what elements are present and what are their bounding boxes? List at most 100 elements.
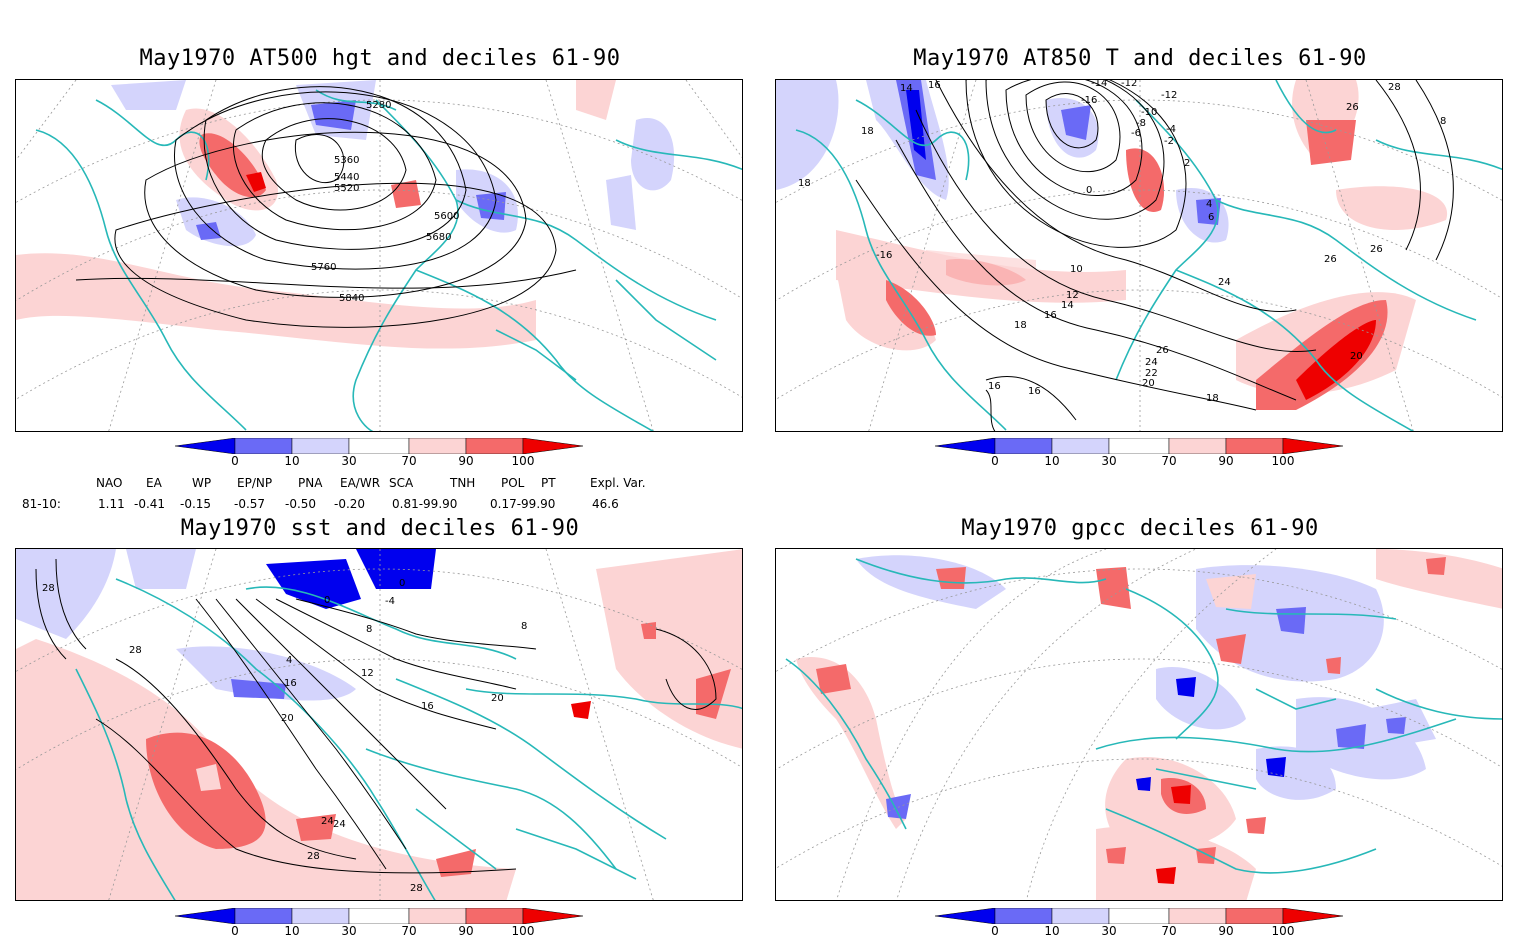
map-t850-svg: 14 16 -14 -12 28 -16 -12 -10 -8 -6 26 18… — [776, 80, 1502, 431]
tele-value: 46.6 — [592, 497, 619, 511]
tele-value: -0.57 — [234, 497, 266, 511]
shade-pink-east — [1336, 186, 1448, 230]
shade-pink-sw-hole — [196, 764, 221, 791]
tele-value: 0.81-99.90 — [392, 497, 458, 511]
temperature-contour-labels: 14 16 -14 -12 28 -16 -12 -10 -8 -6 26 18… — [798, 80, 1446, 404]
colorbar-swatches — [934, 907, 1344, 925]
shade-blue-east2 — [606, 175, 636, 230]
contour-label: 24 — [333, 819, 346, 830]
shade-red-nile — [436, 849, 476, 877]
tele-value: 1.11 — [98, 497, 125, 511]
contour-label: 0 — [1086, 185, 1092, 196]
contour-label: 28 — [1388, 82, 1401, 93]
contour-label: 5440 — [334, 172, 359, 183]
contour-label: 0 — [324, 595, 330, 606]
colorbar-label: 70 — [1161, 454, 1177, 468]
colorbar-label: 30 — [1101, 454, 1117, 468]
shade-red-bal — [391, 180, 421, 208]
shade-red-east — [696, 669, 731, 719]
shade-red-canary — [296, 814, 336, 841]
shade-red-sw — [146, 732, 266, 849]
colorbar-label: 70 — [1161, 924, 1177, 938]
graticule — [16, 80, 742, 431]
contour-label: 14 — [1061, 300, 1074, 311]
colorbar-label: 90 — [1218, 924, 1234, 938]
contour-label: 28 — [307, 851, 320, 862]
shade-blue-nw — [16, 549, 116, 639]
tele-header: NAO — [96, 476, 123, 490]
graticule — [776, 80, 1502, 431]
shade-blue-atl-core — [231, 679, 286, 699]
temperature-contours — [855, 80, 1454, 431]
contour-label: 26 — [1370, 244, 1383, 255]
contour-label: 0 — [399, 578, 405, 589]
tele-header: Expl. Var. — [590, 476, 646, 490]
colorbar-label: 70 — [401, 924, 417, 938]
map-panel-t850: 14 16 -14 -12 28 -16 -12 -10 -8 -6 26 18… — [775, 79, 1503, 432]
contour-label: 20 — [1142, 378, 1155, 389]
shade-red-east2 — [641, 622, 656, 639]
sst-contour-labels: 28 24 0 0 -4 8 4 28 12 16 20 16 20 24 28… — [42, 578, 527, 894]
tele-header: EA — [146, 476, 162, 490]
tele-header: EP/NP — [237, 476, 273, 490]
shade-pink-sw — [836, 270, 936, 351]
colorbar-label: 70 — [401, 454, 417, 468]
shade-deepred-se — [1296, 320, 1376, 400]
contour-label: 28 — [129, 645, 142, 656]
contour-label: 12 — [361, 668, 374, 679]
map-panel-sst: 28 24 0 0 -4 8 4 28 12 16 20 16 20 24 28… — [15, 548, 743, 901]
shade-deepblue-north — [266, 559, 361, 609]
colorbar-label: 100 — [1271, 454, 1295, 468]
coastlines — [75, 578, 742, 900]
contour-label: -14 — [1091, 80, 1107, 89]
contour-label: 20 — [491, 693, 504, 704]
shade-pink-ne — [576, 80, 616, 120]
teleconnection-table: NAO EA WP EP/NP PNA EA/WR SCA TNH POL PT… — [0, 474, 700, 514]
contour-label: 18 — [798, 178, 811, 189]
tele-header: WP — [192, 476, 212, 490]
shade-pink-atl — [926, 250, 1036, 290]
colorbar-label: 100 — [511, 924, 535, 938]
map-panel-hgt500: 5280 5360 5440 5520 5600 5680 5760 5840 — [15, 79, 743, 432]
contour-label: 24 — [1218, 277, 1231, 288]
coastlines — [795, 80, 1502, 431]
contour-label: 14 — [900, 83, 913, 94]
tele-row-label: 81-10: — [22, 497, 61, 511]
shade-pink-band — [16, 253, 536, 349]
shade-red-ne — [1306, 120, 1356, 165]
shade-blue-west — [776, 80, 839, 190]
tele-header: POL — [501, 476, 525, 490]
contour-label: -16 — [876, 250, 892, 261]
colorbar-swatches — [174, 437, 584, 455]
shade-blue-atl — [176, 646, 356, 701]
colorbar-label: 0 — [991, 454, 999, 468]
contour-label: 24 — [1145, 357, 1158, 368]
tele-header: PNA — [298, 476, 323, 490]
contour-label: -12 — [1161, 90, 1177, 101]
shade-deepblue-arctic — [356, 549, 436, 589]
shade-blue-greenland-core — [311, 100, 356, 130]
tele-header: PT — [541, 476, 556, 490]
colorbar-t850: 0 10 30 70 90 100 — [934, 437, 1345, 474]
colorbar-label: 0 — [231, 454, 239, 468]
colorbar-label: 0 — [991, 924, 999, 938]
contour-label: 18 — [1014, 320, 1027, 331]
shade-red-se — [1256, 300, 1388, 410]
contour-label: -16 — [1081, 95, 1097, 106]
contour-label: 6 — [1208, 212, 1214, 223]
contour-label: 20 — [281, 713, 294, 724]
panel-title-hgt500: May1970 AT500 hgt and deciles 61-90 — [139, 46, 621, 71]
colorbar-swatches — [934, 437, 1344, 455]
contour-label: 26 — [1324, 254, 1337, 265]
contour-label: 20 — [1350, 351, 1363, 362]
contour-label: 16 — [284, 678, 297, 689]
contour-label: -10 — [1141, 107, 1157, 118]
contour-label: -12 — [1121, 80, 1137, 89]
colorbar-label: 90 — [1218, 454, 1234, 468]
contour-label: 5280 — [366, 100, 391, 111]
map-panel-gpcc — [775, 548, 1503, 901]
contour-label: -4 — [385, 596, 395, 607]
colorbar-sst: 0 10 30 70 90 100 — [174, 907, 585, 944]
contour-label: 24 — [321, 816, 334, 827]
contour-label: 28 — [42, 583, 55, 594]
